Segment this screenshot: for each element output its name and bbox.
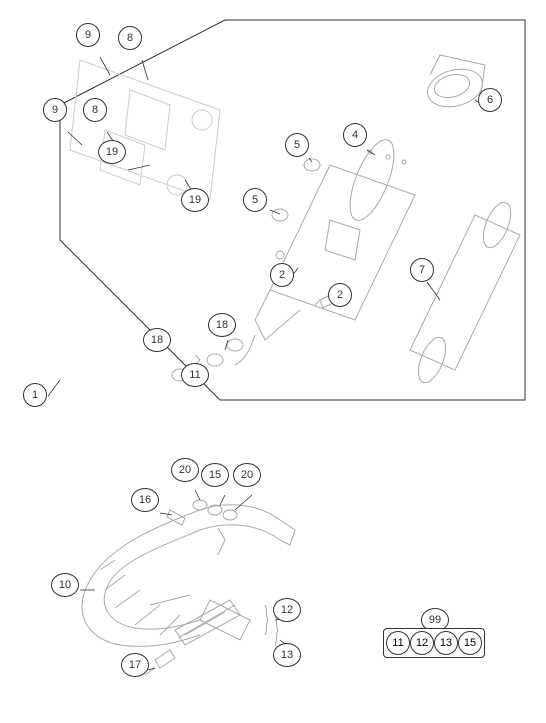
callout-7: 7 [410,258,434,282]
callout-8b: 8 [83,98,107,122]
diagram-svg [0,0,546,723]
callout-10: 10 [51,573,79,597]
callout-label: 9 [52,104,58,116]
callout-label: 16 [139,494,151,506]
callout-17: 17 [121,653,149,677]
washer-stack [167,500,237,555]
callout-label: 9 [85,29,91,41]
callout-13a: 13 [273,643,301,667]
callout-label: 20 [241,469,253,481]
group-label: 11 [392,637,403,649]
callout-2a: 2 [270,263,294,287]
grommet-5b [272,209,288,221]
callout-label: 20 [179,464,191,476]
callout-label: 1 [32,389,38,401]
main-silencer-shape [255,134,415,340]
callout-label: 7 [419,264,425,276]
assembly-boundary [60,20,525,400]
callout-8a: 8 [118,26,142,50]
callout-label: 19 [189,194,201,206]
callout-2b: 2 [328,283,352,307]
callout-label: 5 [252,194,258,206]
group-label: 13 [440,637,452,649]
inner-tube [145,600,240,675]
mount-bracket-ghost [70,60,220,200]
group-label: 12 [416,637,428,649]
expansion-pipe-shape [82,505,295,647]
group-item-11: 11 [386,631,410,655]
callout-label: 2 [337,289,343,301]
callout-label: 17 [129,659,141,671]
callout-16: 16 [131,488,159,512]
end-cap-shape [423,55,486,113]
group-label: 15 [464,637,476,649]
callout-20b: 20 [233,463,261,487]
callout-label: 18 [216,319,228,331]
group-item-12: 12 [410,631,434,655]
callout-20a: 20 [171,458,199,482]
callout-15a: 15 [201,463,229,487]
grommet-5a [304,159,320,171]
callout-1: 1 [23,383,47,407]
hardware-group-box: 11 12 13 15 [383,628,485,658]
callout-12a: 12 [273,598,301,622]
callout-label: 19 [106,146,118,158]
callout-label: 5 [294,139,300,151]
callout-label: 11 [189,369,200,381]
group-item-13: 13 [434,631,458,655]
callout-9b: 9 [43,98,67,122]
callout-5a: 5 [285,133,309,157]
callout-label: 4 [352,129,358,141]
callout-5b: 5 [243,188,267,212]
callout-9a: 9 [76,23,100,47]
callout-label: 6 [487,94,493,106]
callout-4: 4 [343,123,367,147]
callout-11a: 11 [181,363,209,387]
callout-label: 15 [209,469,221,481]
callout-label: 2 [279,269,285,281]
callout-label: 10 [59,579,71,591]
callout-19b: 19 [181,188,209,212]
group-item-15: 15 [458,631,482,655]
callout-19a: 19 [98,140,126,164]
callout-6: 6 [478,88,502,112]
callout-label: 99 [429,614,441,626]
callout-label: 13 [281,649,293,661]
callout-label: 18 [151,334,163,346]
callout-label: 12 [281,604,293,616]
callout-label: 8 [92,104,98,116]
callout-18b: 18 [208,313,236,337]
callout-label: 8 [127,32,133,44]
secondary-silencer-shape [410,199,520,387]
callout-18a: 18 [143,328,171,352]
